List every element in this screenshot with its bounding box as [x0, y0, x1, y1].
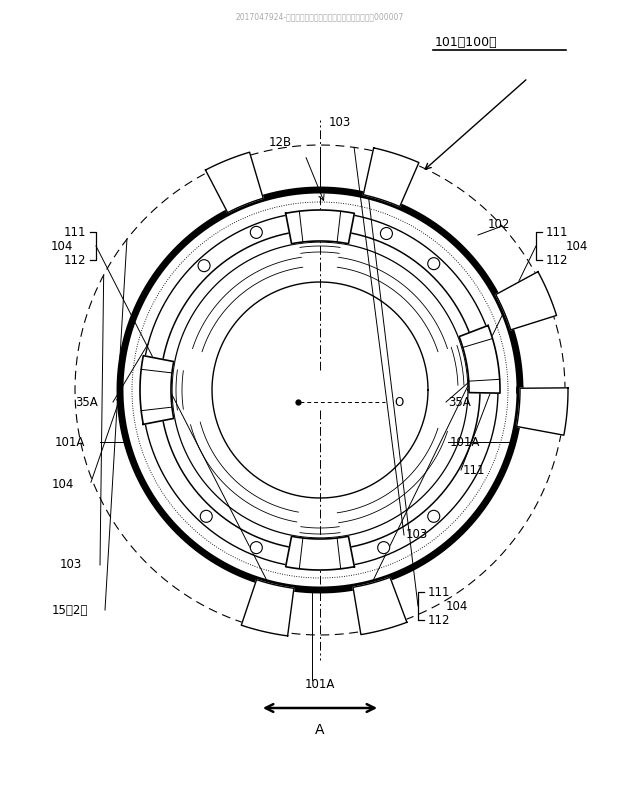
Text: 103: 103 [406, 528, 428, 542]
Circle shape [200, 511, 212, 523]
Text: 103: 103 [329, 117, 351, 129]
Text: 112: 112 [546, 254, 568, 267]
Text: 15（2）: 15（2） [52, 603, 88, 617]
Text: 35A: 35A [75, 396, 98, 409]
Text: 12B: 12B [268, 136, 292, 148]
Polygon shape [140, 356, 173, 425]
Polygon shape [285, 536, 355, 570]
Polygon shape [459, 326, 500, 393]
Text: 101A: 101A [450, 436, 481, 448]
Text: 35A: 35A [448, 396, 471, 409]
Text: 111: 111 [463, 464, 486, 476]
Text: 102: 102 [488, 219, 510, 231]
Text: A: A [316, 723, 324, 737]
Circle shape [380, 227, 392, 239]
Circle shape [428, 258, 440, 270]
Circle shape [198, 259, 210, 271]
Text: 104: 104 [51, 239, 73, 252]
Circle shape [378, 542, 390, 554]
Text: 103: 103 [60, 559, 83, 571]
Text: 111: 111 [428, 586, 451, 598]
Polygon shape [205, 152, 263, 212]
Polygon shape [496, 271, 557, 330]
Circle shape [250, 227, 262, 239]
Text: 111: 111 [546, 226, 568, 239]
Circle shape [250, 542, 262, 554]
Text: 112: 112 [428, 614, 451, 626]
Text: 104: 104 [566, 239, 588, 252]
Text: 2017047924-ホルダ部材に装着突部を設けた塗布具　図000007: 2017047924-ホルダ部材に装着突部を設けた塗布具 図000007 [236, 12, 404, 21]
Polygon shape [241, 579, 294, 636]
Text: 104: 104 [446, 599, 468, 613]
Polygon shape [516, 388, 568, 435]
Polygon shape [353, 577, 407, 634]
Circle shape [428, 511, 440, 523]
Polygon shape [364, 148, 419, 207]
Text: 112: 112 [63, 254, 86, 267]
Polygon shape [285, 210, 355, 243]
Text: O: O [394, 396, 403, 409]
Text: 111: 111 [63, 226, 86, 239]
Text: 104: 104 [52, 479, 74, 492]
Text: 101A: 101A [55, 436, 85, 448]
Text: 101（100）: 101（100） [435, 35, 498, 49]
Text: 101A: 101A [305, 678, 335, 692]
